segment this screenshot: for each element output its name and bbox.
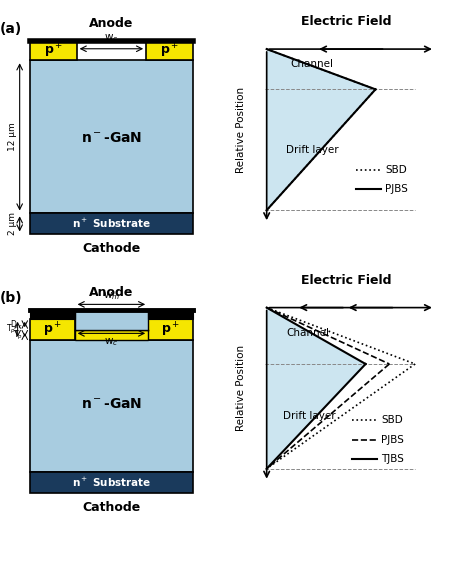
Text: θ: θ: [79, 319, 85, 329]
Text: Drift layer: Drift layer: [286, 145, 339, 155]
Bar: [30, 310, 75, 319]
Text: Anode: Anode: [89, 17, 134, 30]
Text: T$_p$: T$_p$: [13, 328, 23, 342]
Bar: [30, 214, 193, 234]
Bar: [75, 310, 148, 330]
Text: SBD: SBD: [382, 415, 403, 425]
Text: w$_c$: w$_c$: [104, 336, 118, 347]
Text: 2 μm: 2 μm: [8, 212, 17, 235]
Text: Cathode: Cathode: [82, 501, 140, 514]
Text: Electric Field: Electric Field: [301, 274, 391, 287]
Text: Relative Position: Relative Position: [236, 345, 246, 431]
Text: n$^-$-GaN: n$^-$-GaN: [81, 131, 142, 144]
Text: Channel: Channel: [291, 60, 333, 69]
Text: Cathode: Cathode: [82, 242, 140, 255]
Bar: [148, 310, 193, 319]
Text: T$_p$: T$_p$: [6, 323, 16, 336]
Text: Anode: Anode: [89, 285, 134, 299]
Text: w$_m$: w$_m$: [103, 290, 120, 302]
Text: n$^+$ Substrate: n$^+$ Substrate: [72, 217, 151, 230]
Bar: [30, 319, 75, 340]
Polygon shape: [267, 307, 365, 469]
Bar: [148, 319, 193, 340]
Text: (a): (a): [0, 22, 21, 36]
Polygon shape: [267, 49, 375, 210]
Text: PJBS: PJBS: [382, 435, 404, 445]
Text: n$^+$ Substrate: n$^+$ Substrate: [72, 476, 151, 489]
Text: w$_c$: w$_c$: [104, 32, 118, 44]
Text: Relative Position: Relative Position: [236, 87, 246, 173]
Text: Channel: Channel: [286, 328, 329, 338]
Text: Electric Field: Electric Field: [301, 15, 391, 28]
Text: Drift layer: Drift layer: [283, 411, 335, 422]
Text: p$^+$: p$^+$: [43, 320, 62, 338]
Text: SBD: SBD: [385, 165, 407, 175]
Bar: [30, 60, 193, 214]
Text: p$^+$: p$^+$: [44, 42, 63, 60]
Text: p$^+$: p$^+$: [160, 42, 179, 60]
Text: n$^-$-GaN: n$^-$-GaN: [81, 397, 142, 411]
Text: p$^+$: p$^+$: [161, 320, 180, 338]
Bar: [30, 340, 193, 472]
Bar: [75, 330, 148, 340]
Text: PJBS: PJBS: [385, 184, 408, 194]
Bar: [146, 41, 193, 60]
Text: (b): (b): [0, 291, 22, 305]
Text: D$_{tr}$: D$_{tr}$: [10, 318, 23, 331]
Bar: [30, 41, 77, 60]
Text: 12 μm: 12 μm: [8, 123, 17, 151]
Text: TJBS: TJBS: [382, 454, 404, 464]
Bar: [30, 472, 193, 493]
